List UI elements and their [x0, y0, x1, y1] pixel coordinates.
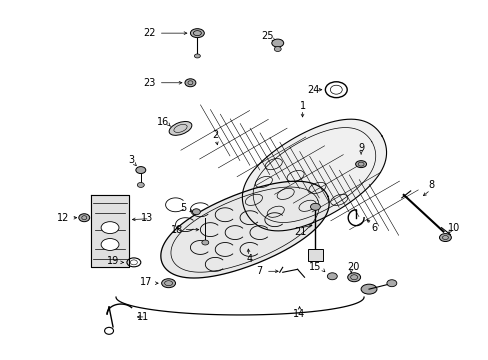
Text: 18: 18 — [171, 225, 183, 235]
Ellipse shape — [194, 54, 200, 58]
Ellipse shape — [386, 280, 396, 287]
Ellipse shape — [271, 39, 283, 47]
Bar — [307, 249, 323, 261]
Ellipse shape — [169, 121, 191, 135]
Text: 15: 15 — [308, 262, 321, 272]
Ellipse shape — [439, 234, 450, 242]
Text: 20: 20 — [346, 262, 359, 272]
Text: 22: 22 — [143, 28, 155, 38]
Ellipse shape — [274, 46, 281, 51]
Polygon shape — [161, 181, 328, 278]
Ellipse shape — [137, 183, 144, 188]
Text: 4: 4 — [246, 255, 252, 264]
Ellipse shape — [162, 279, 175, 288]
Text: 24: 24 — [306, 85, 319, 95]
Ellipse shape — [184, 79, 196, 87]
Ellipse shape — [347, 273, 360, 282]
Ellipse shape — [136, 167, 145, 174]
Ellipse shape — [202, 240, 208, 245]
Text: 14: 14 — [293, 309, 305, 319]
Text: 3: 3 — [127, 155, 134, 165]
Text: 25: 25 — [261, 31, 273, 41]
Text: 7: 7 — [256, 266, 263, 276]
Ellipse shape — [326, 273, 337, 280]
Text: 10: 10 — [447, 222, 460, 233]
Text: 9: 9 — [357, 143, 364, 153]
Ellipse shape — [310, 203, 320, 210]
Text: 8: 8 — [427, 180, 434, 190]
Text: 6: 6 — [370, 222, 376, 233]
Ellipse shape — [101, 239, 119, 251]
Text: 13: 13 — [140, 213, 152, 223]
Ellipse shape — [355, 161, 366, 168]
Text: 12: 12 — [57, 213, 69, 223]
Polygon shape — [242, 119, 386, 231]
Ellipse shape — [192, 209, 200, 215]
Text: 17: 17 — [140, 277, 152, 287]
Ellipse shape — [190, 29, 204, 37]
Text: 1: 1 — [299, 100, 305, 111]
Polygon shape — [91, 195, 129, 267]
Text: 21: 21 — [294, 226, 306, 237]
Text: 5: 5 — [180, 203, 186, 213]
Text: 23: 23 — [143, 78, 155, 88]
Ellipse shape — [101, 222, 119, 234]
Text: 19: 19 — [106, 256, 119, 266]
Text: 16: 16 — [156, 117, 168, 127]
Text: 2: 2 — [212, 130, 218, 140]
Text: 11: 11 — [136, 312, 148, 322]
Ellipse shape — [360, 284, 376, 294]
Ellipse shape — [79, 214, 89, 222]
